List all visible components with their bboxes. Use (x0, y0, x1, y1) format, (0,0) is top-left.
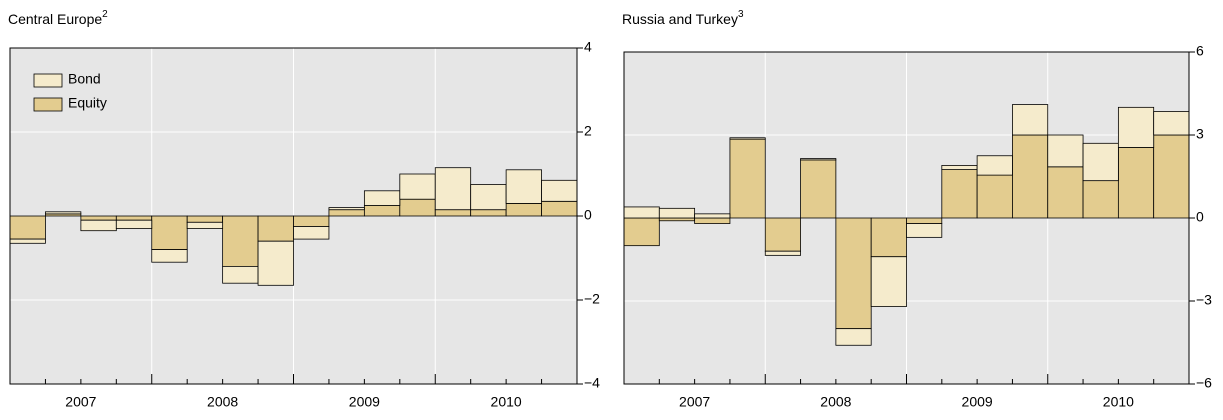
legend-label: Equity (68, 95, 107, 111)
y-tick-label: 3 (1196, 126, 1204, 142)
bar (976, 174, 1013, 219)
y-tick-label: 0 (1196, 209, 1204, 225)
x-tick-label: 2008 (820, 394, 851, 410)
bar (9, 215, 46, 240)
y-tick-label: 0 (584, 207, 592, 223)
bar (541, 200, 578, 217)
bar (941, 165, 978, 170)
title-text: Central Europe (8, 11, 102, 27)
bar (623, 217, 660, 247)
y-tick-label: −6 (1196, 375, 1212, 391)
title-note: 2 (102, 9, 108, 20)
bar (906, 217, 943, 224)
bar (1012, 134, 1049, 219)
bar (835, 328, 872, 346)
bar (1047, 166, 1084, 219)
bar (658, 217, 696, 222)
bar (1047, 134, 1084, 168)
bar (1153, 111, 1190, 136)
bar (505, 169, 542, 204)
legend-swatch (33, 73, 63, 88)
bar (257, 215, 294, 242)
bar (222, 265, 259, 284)
bar (800, 158, 837, 161)
bar (115, 219, 153, 229)
bar (399, 198, 436, 217)
x-tick-label: 2007 (679, 394, 710, 410)
bar (505, 202, 542, 217)
bar (434, 209, 472, 217)
bar (293, 215, 330, 227)
x-tick-label: 2010 (1103, 394, 1134, 410)
bar (764, 217, 801, 252)
bar (729, 137, 766, 140)
y-tick-label: 6 (1196, 43, 1204, 59)
title-text: Russia and Turkey (622, 11, 738, 27)
bar (80, 215, 117, 221)
bar (729, 138, 766, 219)
y-tick-label: 2 (584, 123, 592, 139)
bar (1082, 180, 1119, 219)
y-tick-label: −3 (1196, 292, 1212, 308)
bar (870, 256, 907, 307)
bar (470, 184, 507, 211)
bar (800, 159, 837, 219)
bar (363, 205, 401, 217)
bar (186, 215, 224, 223)
bar (835, 217, 872, 330)
x-tick-label: 2007 (65, 394, 96, 410)
bar (541, 179, 578, 202)
legend-swatch (33, 97, 63, 112)
bar (1082, 142, 1119, 182)
bar (80, 219, 117, 232)
bar (470, 209, 507, 217)
bar (151, 249, 188, 263)
chart-title: Central Europe2 (8, 9, 108, 27)
bar (328, 207, 365, 211)
chart-title: Russia and Turkey3 (622, 9, 744, 27)
bar (906, 223, 943, 238)
x-tick-label: 2009 (349, 394, 380, 410)
bar (1117, 106, 1155, 148)
bar (764, 250, 801, 256)
bar (694, 213, 731, 219)
bar (45, 211, 82, 215)
y-tick-label: 4 (584, 39, 592, 55)
y-tick-label: −4 (584, 375, 600, 391)
bar (694, 217, 731, 224)
y-tick-label: −2 (584, 291, 600, 307)
title-note: 3 (738, 9, 744, 20)
bar (151, 215, 188, 250)
bar (658, 207, 696, 219)
bar (1012, 104, 1049, 136)
bar (257, 240, 294, 286)
bar (115, 215, 153, 221)
bar (1117, 147, 1155, 219)
bar (363, 190, 401, 206)
legend-label: Bond (68, 71, 101, 87)
bar (328, 209, 365, 217)
bar (186, 221, 224, 230)
bar (293, 226, 330, 240)
bar (222, 215, 259, 267)
bar (870, 217, 907, 258)
bar (434, 167, 472, 211)
x-tick-label: 2009 (962, 394, 993, 410)
bar (1153, 134, 1190, 219)
x-tick-label: 2010 (491, 394, 522, 410)
bar (941, 169, 978, 219)
bar (399, 173, 436, 200)
x-tick-label: 2008 (207, 394, 238, 410)
bar (9, 238, 46, 244)
bar (976, 155, 1013, 176)
bar (623, 206, 660, 219)
